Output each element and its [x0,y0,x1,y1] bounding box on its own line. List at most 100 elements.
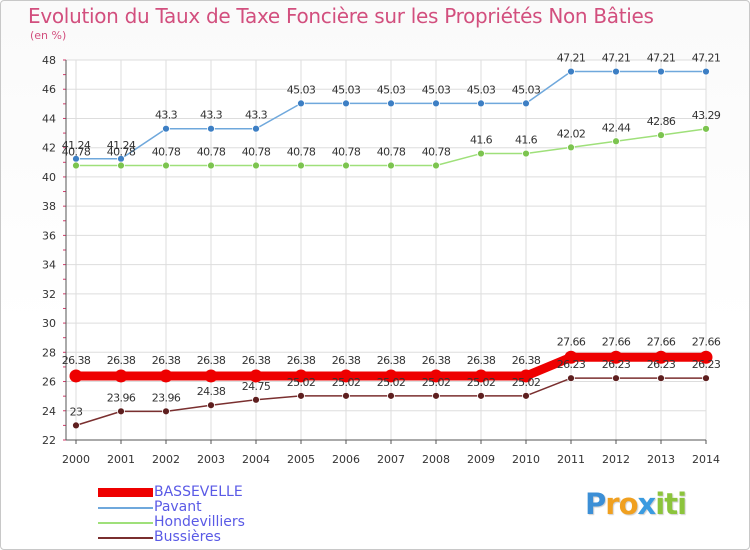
y-tick-label: 34 [42,259,56,272]
data-label-hondevilliers: 40.78 [377,146,406,159]
data-point-hondevilliers [702,124,710,133]
data-point-bassevelle [654,350,668,364]
data-label-bassevelle: 27.66 [602,335,631,348]
data-point-hondevilliers [252,161,260,170]
data-label-bassevelle: 26.38 [332,354,361,367]
data-label-pavant: 43.3 [200,109,223,122]
data-point-bassevelle [204,369,218,383]
x-tick-label: 2000 [62,453,90,466]
legend-label-bussieres: Bussières [154,529,221,545]
x-tick-label: 2014 [692,453,720,466]
data-label-bussires: 23.96 [152,391,181,404]
data-label-bassevelle: 26.38 [197,354,226,367]
data-point-bassevelle [339,369,353,383]
data-label-pavant: 45.03 [512,83,541,96]
data-label-bussires: 23.96 [107,391,136,404]
x-tick-label: 2008 [422,453,450,466]
data-label-hondevilliers: 40.78 [242,146,271,159]
data-point-hondevilliers [297,161,305,170]
data-label-bassevelle: 26.38 [512,354,541,367]
data-label-pavant: 45.03 [332,83,361,96]
data-label-bassevelle: 27.66 [647,335,676,348]
x-tick-label: 2004 [242,453,270,466]
logo-letter: P [585,487,606,521]
data-label-bassevelle: 26.38 [242,354,271,367]
data-point-bassevelle [609,350,623,364]
y-tick-label: 44 [42,112,56,125]
logo-letter: r [605,487,619,521]
data-label-hondevilliers: 40.78 [422,146,451,159]
data-point-hondevilliers [522,149,530,158]
data-point-bussires [117,407,125,416]
y-tick-label: 26 [42,376,56,389]
data-label-pavant: 43.3 [245,109,268,122]
data-point-bussires [342,391,350,400]
data-point-bassevelle [699,350,713,364]
data-label-bassevelle: 26.38 [377,354,406,367]
data-label-bussires: 24.75 [242,380,271,393]
legend-label-pavant: Pavant [154,499,202,515]
legend-item-pavant[interactable]: Pavant [98,499,298,516]
data-label-bassevelle: 26.38 [422,354,451,367]
legend-swatch-hondevilliers [98,522,153,524]
data-point-hondevilliers [117,161,125,170]
data-point-pavant [612,67,620,76]
legend-item-bassevelle[interactable]: BASSEVELLE [98,484,298,501]
logo-letter: t [664,487,678,521]
data-point-bussires [522,391,530,400]
y-tick-label: 40 [42,171,56,184]
y-tick-label: 36 [42,229,56,242]
data-label-bussires: 26.23 [692,358,721,371]
data-point-bassevelle [249,369,263,383]
data-label-pavant: 45.03 [287,83,316,96]
x-tick-label: 2009 [467,453,495,466]
logo-letter: i [655,487,665,521]
data-label-pavant: 41.24 [62,139,91,152]
data-label-hondevilliers: 40.78 [62,146,91,159]
data-point-bassevelle [114,369,128,383]
chart-unit-label: (en %) [30,29,67,42]
legend-swatch-bassevelle [98,488,153,497]
data-label-pavant: 47.21 [692,52,721,65]
data-point-pavant [162,124,170,133]
data-label-pavant: 47.21 [602,52,631,65]
data-label-bassevelle: 27.66 [557,335,586,348]
data-point-bussires [477,391,485,400]
data-label-bassevelle: 27.66 [692,335,721,348]
data-point-bussires [252,395,260,404]
data-point-hondevilliers [162,161,170,170]
legend-item-bussieres[interactable]: Bussières [98,529,298,546]
data-point-hondevilliers [567,143,575,152]
data-point-bassevelle [384,369,398,383]
data-label-bussires: 24.38 [197,385,226,398]
y-tick-label: 42 [42,142,56,155]
data-point-hondevilliers [207,161,215,170]
legend-label-hondevilliers: Hondevilliers [154,514,245,530]
data-point-bassevelle [69,369,83,383]
data-label-hondevilliers: 40.78 [332,146,361,159]
data-point-bassevelle [429,369,443,383]
data-label-hondevilliers: 41.6 [470,134,493,147]
data-label-hondevilliers: 40.78 [152,146,181,159]
y-tick-label: 28 [42,346,56,359]
x-tick-label: 2011 [557,453,585,466]
x-tick-label: 2006 [332,453,360,466]
y-tick-label: 48 [42,54,56,67]
legend: BASSEVELLE Pavant Hondevilliers Bussière… [98,484,298,546]
data-point-pavant [432,99,440,108]
data-point-bassevelle [474,369,488,383]
data-point-pavant [342,99,350,108]
data-point-pavant [252,124,260,133]
data-point-bussires [72,421,80,430]
x-tick-label: 2001 [107,453,135,466]
data-point-pavant [387,99,395,108]
data-label-bussires: 25.02 [377,376,406,389]
chart-title: Evolution du Taux de Taxe Foncière sur l… [28,4,654,28]
legend-swatch-bussieres [98,537,153,539]
x-tick-label: 2013 [647,453,675,466]
legend-item-hondevilliers[interactable]: Hondevilliers [98,514,298,531]
data-point-bussires [702,374,710,383]
data-point-bussires [567,374,575,383]
y-tick-label: 38 [42,200,56,213]
legend-swatch-pavant [98,507,153,509]
